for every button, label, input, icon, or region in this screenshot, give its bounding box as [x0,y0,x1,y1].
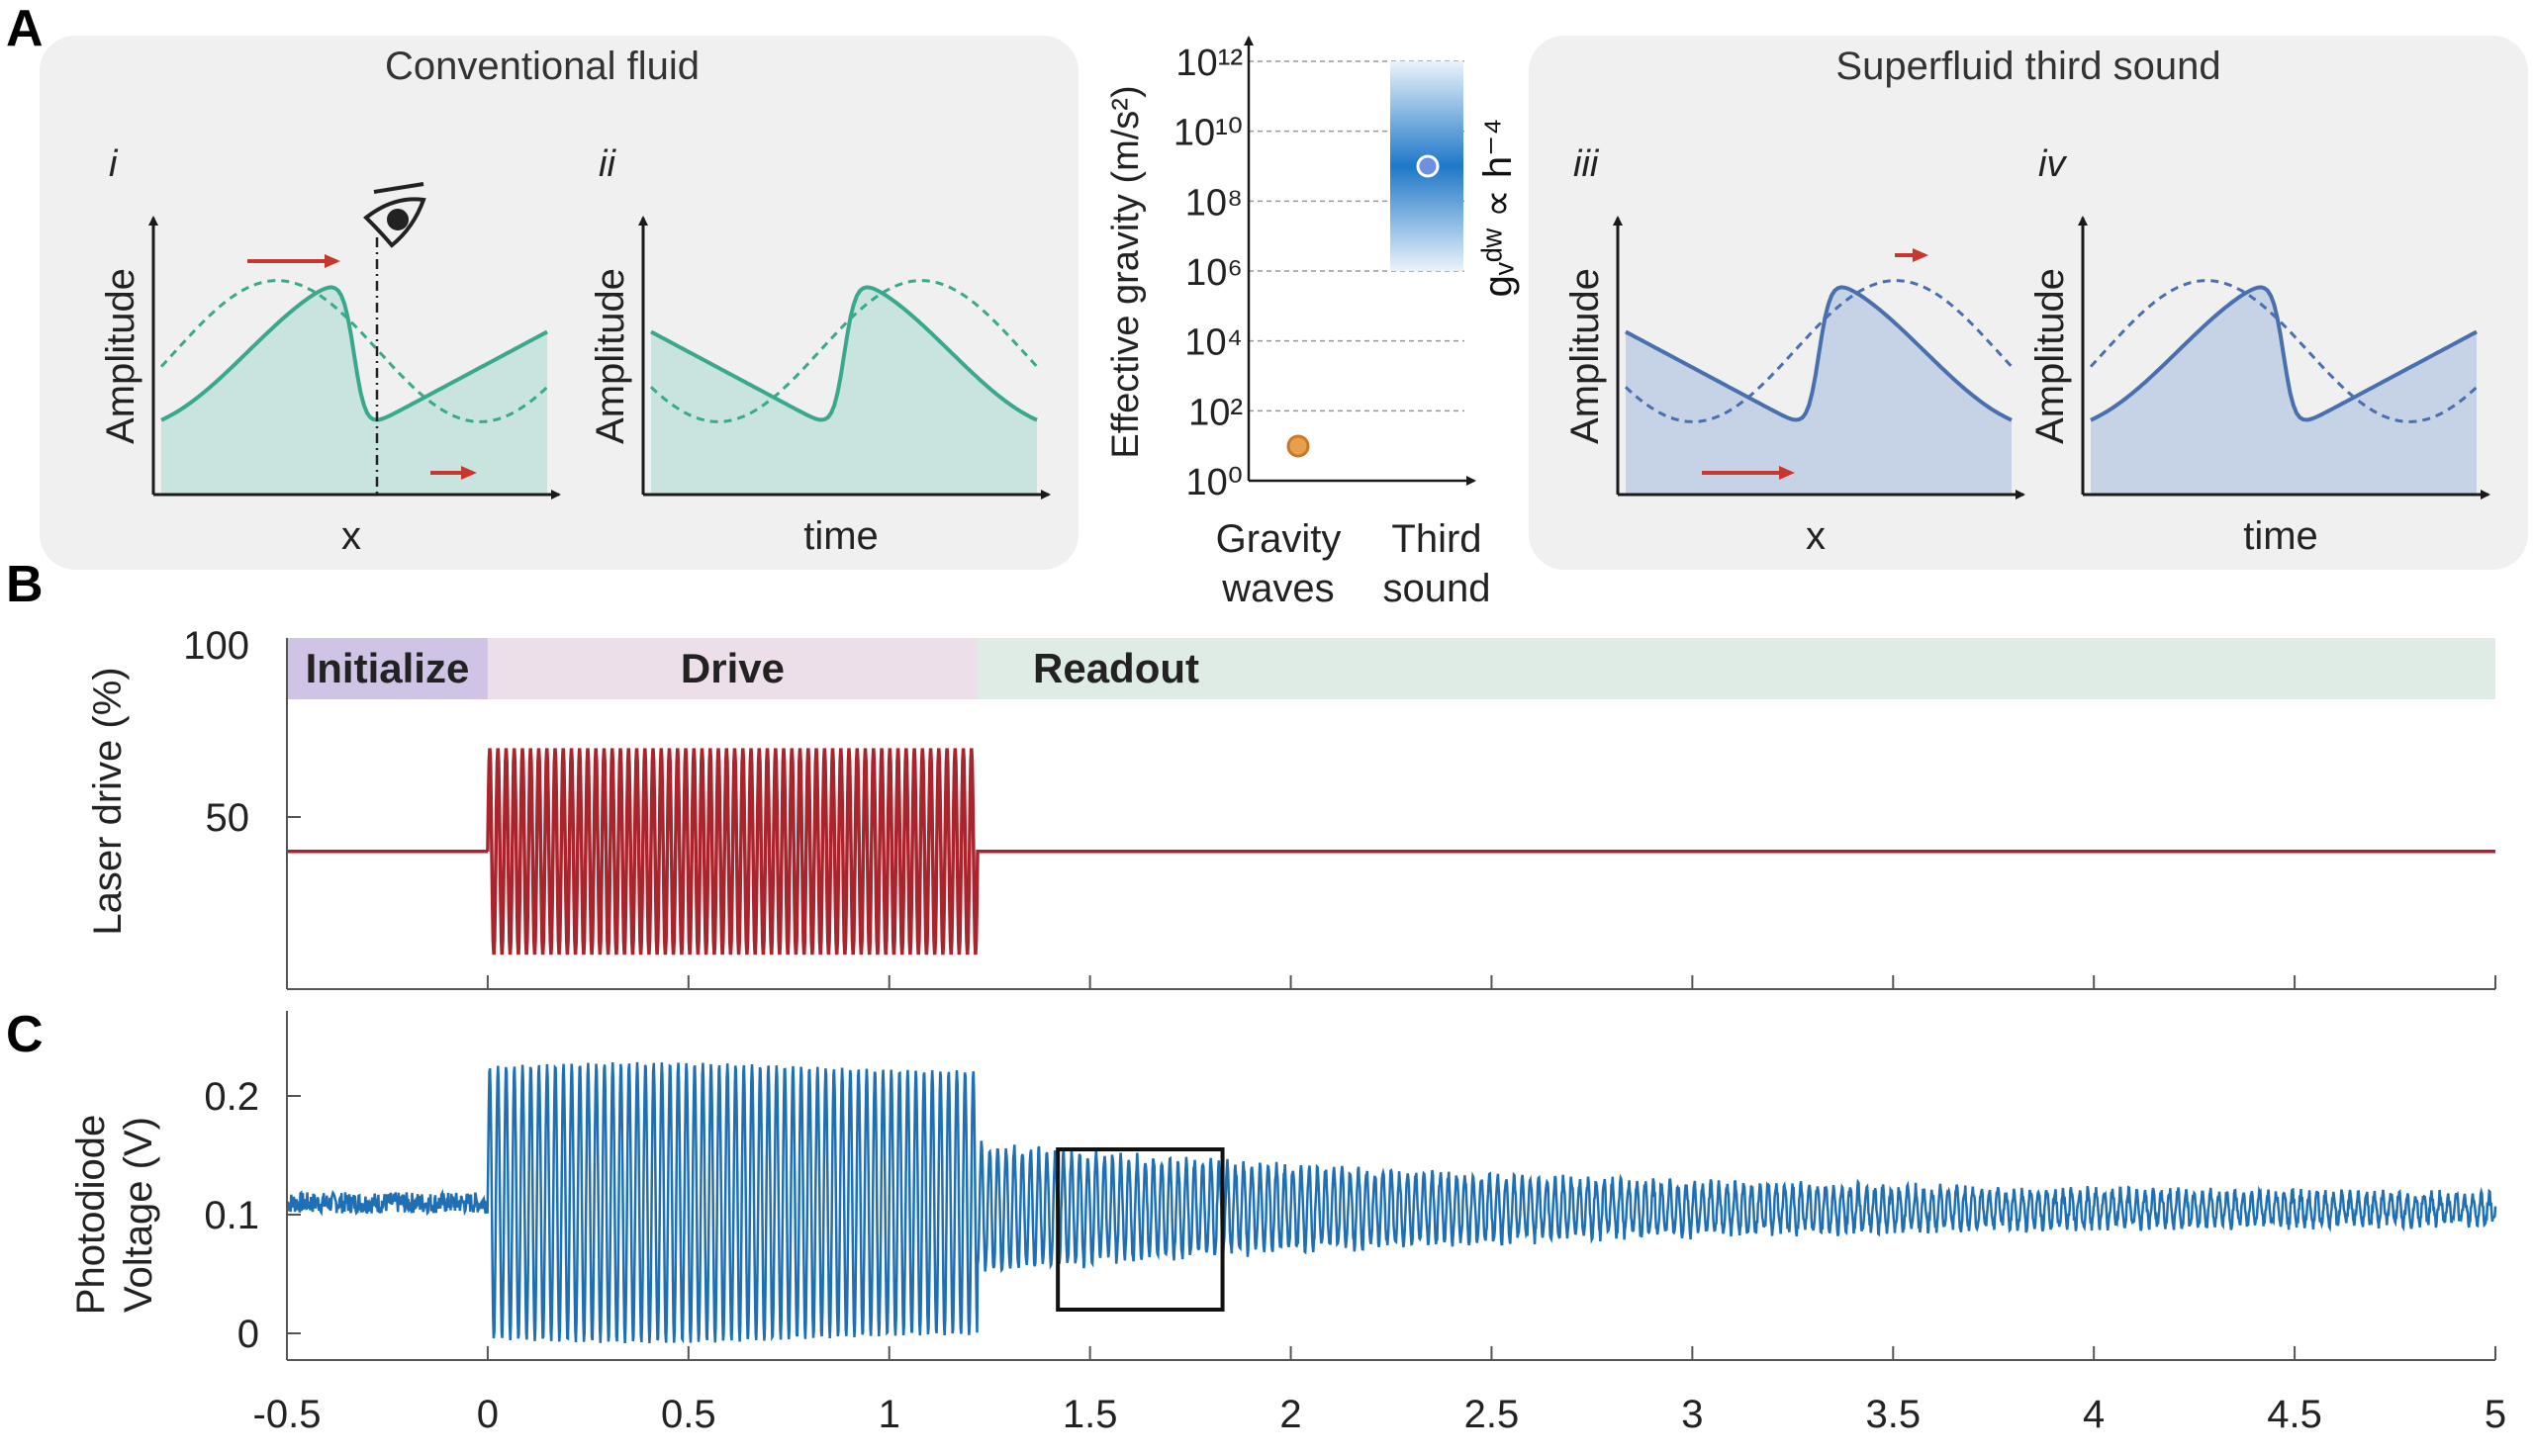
y-tick-label: 10⁸ [1185,182,1243,224]
subpanel-label: iii [1573,143,1600,185]
x-tick-label: 1.5 [1063,1393,1118,1436]
wave-curve [1625,285,2013,422]
subpanel-iii: Amplitude x iii [1563,143,2025,558]
subpanel-label: i [109,143,119,185]
subpanel-label: iv [2038,143,2067,185]
phase-band-readout [978,638,2495,699]
laser-drive-trace [287,748,2495,956]
x-tick-label: 4.5 [2267,1393,2322,1436]
y-tick-label: 10⁴ [1184,322,1243,364]
y-tick-label: 10¹⁰ [1173,113,1243,154]
gravity-chart: 10⁰ 10² 10⁴ 10⁶ 10⁸ 10¹⁰ 10¹² gᵥᵈʷ ∝ h⁻⁴ Effecti… [1105,36,1520,610]
x-tick-label: -0.5 [253,1393,322,1436]
wave-area [161,287,547,495]
subpanel-i: Amplitude x i [99,143,561,558]
y-tick-label: 0.1 [204,1194,259,1237]
phase-label: Initialize [306,645,470,691]
eye-icon [362,182,426,248]
panel-label-c: C [6,1006,44,1063]
data-point [1286,434,1310,458]
panel-label-b: B [6,556,44,613]
subpanel-iv: Amplitude time iv [2028,143,2490,558]
phase-label: Readout [1033,645,1199,691]
x-axis-label: x [1806,514,1826,558]
x-tick-label: 0.5 [661,1393,716,1436]
phase-label: Drive [681,645,785,691]
x-axis-label: time [2243,514,2318,558]
x-axis-label: x [341,514,361,558]
conventional-fluid-title: Conventional fluid [385,45,700,88]
x-tick-label: 2.5 [1464,1393,1520,1436]
y-tick-label: 10⁰ [1185,462,1243,503]
x-tick-label: 0 [477,1393,499,1436]
y-tick-label: 10¹² [1175,43,1243,84]
wave-area [2091,287,2477,495]
y-tick-label: 10² [1188,392,1243,433]
y-axis-label: Amplitude [99,268,142,444]
photodiode-trace [285,1061,2497,1344]
y-tick-label: 10⁶ [1185,252,1243,294]
wave-area [1626,287,2012,495]
laser-drive-chart: Initialize Drive Readout 50 100 Laser drive (… [86,624,2496,990]
panel-label-a: A [6,0,44,57]
band-label: gᵥᵈʷ ∝ h⁻⁴ [1476,119,1520,298]
x-tick-label: 1 [879,1393,900,1436]
data-point [1416,154,1440,178]
phase-band-drive [487,638,979,699]
x-tick-label: 2 [1279,1393,1301,1436]
highlight-box [1056,1147,1225,1312]
wave-curve [160,285,548,422]
reference-wave-curve [2089,279,2479,423]
x-tick-label: 3.5 [1865,1393,1921,1436]
y-axis-label: Laser drive (%) [86,667,130,935]
reference-wave-curve [649,279,1039,423]
wave-area [651,287,1037,495]
wave-curve [650,285,1038,422]
x-tick-label: 3 [1681,1393,1703,1436]
y-axis-label: Amplitude [2028,268,2072,444]
y-axis-label: Amplitude [1563,268,1607,444]
y-axis-label: Photodiode Voltage (V) [69,1115,160,1315]
x-axis-label: time [803,514,879,558]
photodiode-chart: -0.5 0 0.5 1 1.5 2 2.5 3 3.5 4 4.5 5 0 0.1 0.2 Photodio… [69,1011,2506,1436]
category-label: Third sound [1383,517,1491,610]
phase-band-initialize [287,638,488,699]
y-axis-label: Effective gravity (m/s²) [1105,85,1147,458]
y-axis-label: Amplitude [589,268,632,444]
reference-wave-curve [159,279,549,423]
x-tick-label: 5 [2485,1393,2506,1436]
superfluid-title: Superfluid third sound [1835,45,2220,88]
y-tick-label: 0.2 [204,1075,259,1119]
y-tick-label: 100 [183,624,249,668]
x-tick-label: 4 [2083,1393,2105,1436]
reference-wave-curve [1624,279,2014,423]
y-tick-label: 50 [206,796,250,840]
subpanel-label: ii [599,143,616,185]
subpanel-ii: Amplitude time ii [589,143,1051,558]
wave-curve [2090,285,2478,422]
y-tick-label: 0 [237,1313,259,1356]
category-label: Gravity waves [1216,517,1342,610]
